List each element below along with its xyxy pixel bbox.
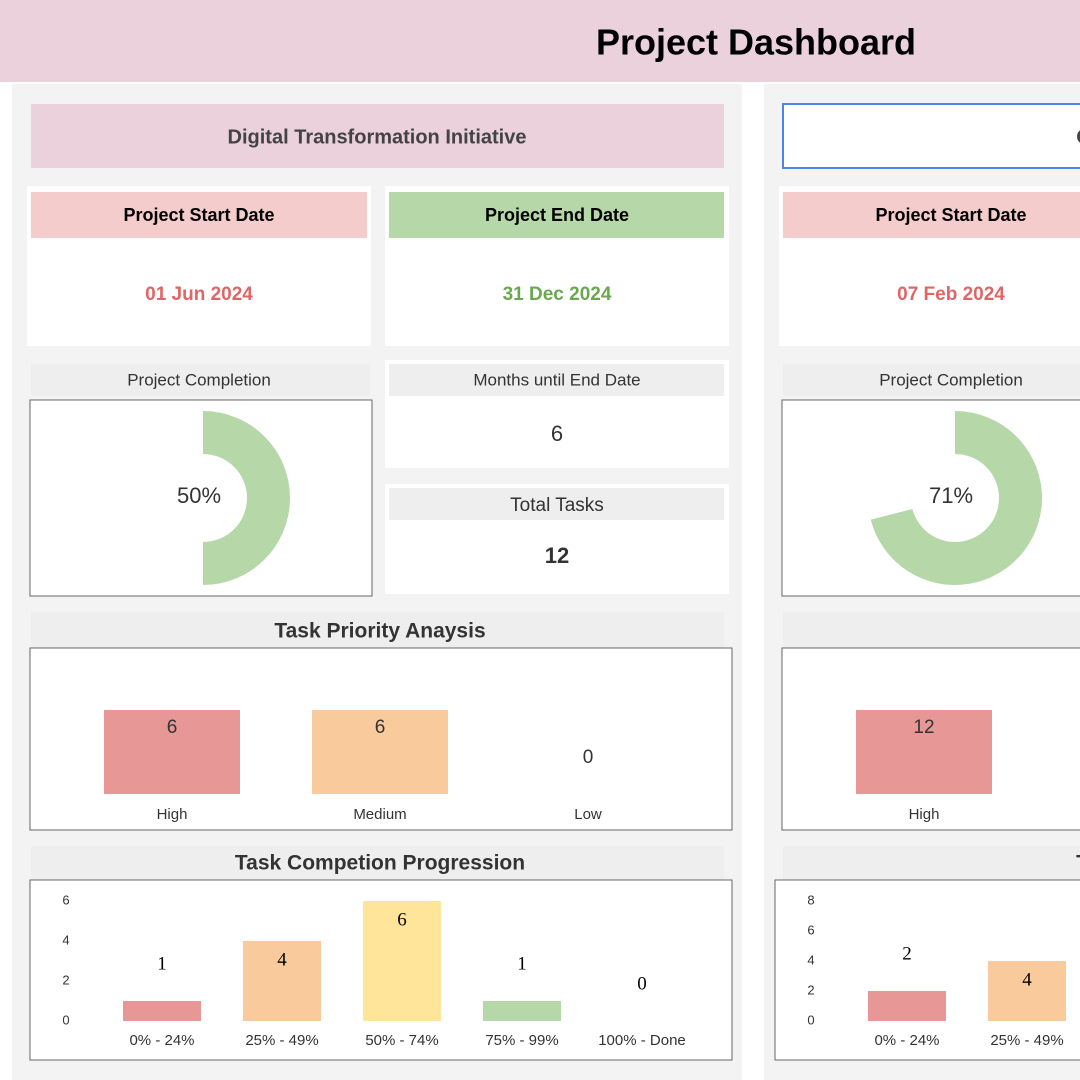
priority-bar: [104, 710, 240, 794]
priority-title: Task Priority Anaysis: [274, 620, 485, 643]
progression-value: 4: [1022, 969, 1032, 990]
tasks-label: Total Tasks: [510, 495, 604, 516]
progression-value: 1: [157, 953, 167, 974]
box: [782, 103, 1080, 169]
box: [783, 846, 1080, 880]
progression-bar: [988, 961, 1066, 1021]
box: [31, 192, 367, 238]
completion-arc: [203, 411, 290, 585]
box: [31, 612, 724, 648]
progression-category: 100% - Done: [598, 1032, 686, 1049]
box: [31, 846, 724, 880]
progression-bar: [868, 991, 946, 1021]
priority-category: Medium: [353, 806, 406, 823]
y-tick-label: 2: [807, 982, 814, 997]
y-tick-label: 4: [807, 952, 814, 967]
y-tick-label: 2: [62, 972, 69, 987]
completion-label: Project Completion: [127, 370, 271, 389]
box: [783, 364, 1080, 396]
progression-value: 6: [397, 909, 407, 930]
y-tick-label: 6: [62, 892, 69, 907]
y-tick-label: 0: [807, 1012, 814, 1027]
priority-category: Low: [574, 806, 602, 823]
progression-category: 25% - 49%: [990, 1032, 1063, 1049]
box: [31, 364, 370, 396]
header-band: [0, 0, 1080, 82]
box: [29, 399, 373, 597]
progression-category: 50% - 74%: [365, 1032, 438, 1049]
completion-value: 71%: [929, 483, 973, 508]
completion-arc: [870, 411, 1042, 585]
priority-category: High: [909, 806, 940, 823]
progression-category: 0% - 24%: [129, 1032, 194, 1049]
box: [389, 364, 724, 396]
progression-bar: [363, 901, 441, 1021]
end-label: Project End Date: [485, 205, 629, 225]
project-name: Digital Transformation Initiative: [228, 126, 527, 148]
start-label: Project Start Date: [875, 205, 1026, 225]
priority-bar: [856, 710, 992, 794]
box: [389, 192, 724, 238]
progression-title: Task Comp: [1076, 852, 1080, 875]
progression-category: 25% - 49%: [245, 1032, 318, 1049]
y-tick-label: 4: [62, 932, 69, 947]
progression-value: 4: [277, 949, 287, 970]
progression-bar: [123, 1001, 201, 1021]
box: [389, 488, 724, 520]
y-tick-label: 8: [807, 892, 814, 907]
priority-value: 12: [913, 717, 934, 738]
y-tick-label: 0: [62, 1012, 69, 1027]
start-date: 07 Feb 2024: [897, 284, 1005, 305]
start-label: Project Start Date: [123, 205, 274, 225]
end-date: 31 Dec 2024: [503, 284, 612, 305]
progression-title: Task Competion Progression: [235, 852, 525, 875]
progression-value: 1: [517, 953, 527, 974]
months-value: 6: [551, 421, 563, 446]
priority-value: 6: [167, 717, 178, 738]
months-label: Months until End Date: [473, 370, 640, 389]
project-name: Operationa: [1076, 126, 1080, 148]
progression-category: 0% - 24%: [874, 1032, 939, 1049]
priority-category: High: [157, 806, 188, 823]
dashboard-title: Project Dashboard: [596, 22, 916, 63]
box: [31, 104, 724, 168]
completion-label: Project Completion: [879, 370, 1023, 389]
progression-value: 2: [902, 943, 912, 964]
completion-value: 50%: [177, 483, 221, 508]
progression-value: 0: [637, 973, 647, 994]
progression-bar: [483, 1001, 561, 1021]
progression-bar: [243, 941, 321, 1021]
progression-category: 75% - 99%: [485, 1032, 558, 1049]
box: [783, 192, 1080, 238]
box: [783, 612, 1080, 648]
priority-value: 6: [375, 717, 386, 738]
priority-bar: [312, 710, 448, 794]
start-date: 01 Jun 2024: [145, 284, 253, 305]
priority-value: 0: [583, 747, 594, 768]
y-tick-label: 6: [807, 922, 814, 937]
tasks-value: 12: [545, 543, 569, 568]
